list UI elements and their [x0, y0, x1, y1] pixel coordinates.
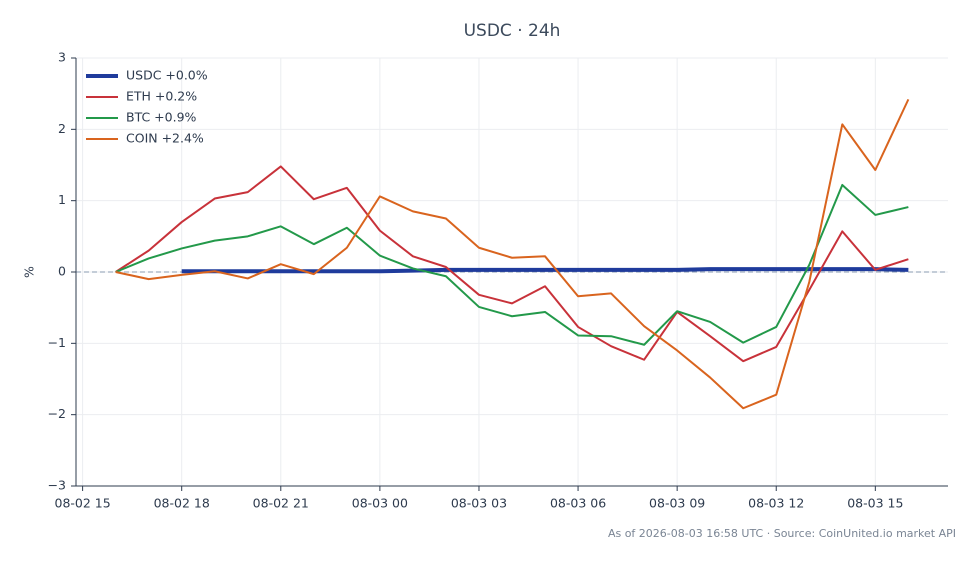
series-line [181, 267, 909, 274]
x-tick-label: 08-02 15 [55, 496, 111, 511]
y-tick-label: −2 [48, 406, 66, 421]
legend-label: USDC +0.0% [126, 68, 208, 83]
x-tick-label: 08-03 15 [847, 496, 903, 511]
chart-title: USDC · 24h [464, 21, 561, 41]
y-tick-label: −3 [48, 478, 66, 493]
series-line [115, 165, 909, 363]
y-axis-label: % [22, 266, 37, 278]
y-tick-label: 3 [58, 50, 66, 65]
legend-label: COIN +2.4% [126, 131, 204, 146]
x-tick-label: 08-03 00 [352, 496, 408, 511]
y-tick-label: 0 [58, 264, 66, 279]
series-line [115, 98, 910, 410]
y-tick-label: −1 [48, 335, 66, 350]
footer: As of 2026-08-03 16:58 UTC · Source: Coi… [608, 527, 956, 540]
y-tick-label: 2 [58, 121, 66, 136]
x-tick-label: 08-02 21 [253, 496, 309, 511]
x-tick-label: 08-02 18 [154, 496, 210, 511]
x-tick-label: 08-03 06 [550, 496, 606, 511]
x-tick-label: 08-03 09 [649, 496, 705, 511]
legend-label: BTC +0.9% [126, 110, 197, 125]
x-tick-label: 08-03 12 [748, 496, 804, 511]
y-tick-label: 1 [58, 192, 66, 207]
legend-label: ETH +0.2% [126, 89, 197, 104]
x-tick-label: 08-03 03 [451, 496, 507, 511]
series-line [115, 183, 909, 346]
